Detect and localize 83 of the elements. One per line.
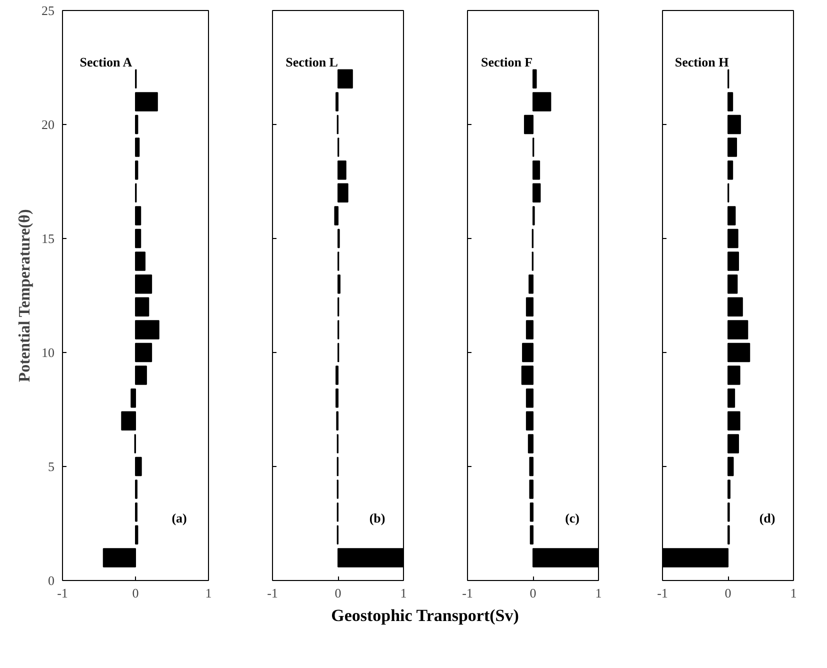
- bar: [728, 160, 734, 180]
- annotation: (a): [172, 510, 187, 526]
- bar: [529, 480, 534, 499]
- bar: [338, 183, 348, 203]
- bar: [338, 160, 346, 180]
- annotation: Section A: [80, 54, 133, 70]
- bar: [728, 114, 741, 134]
- bar: [135, 228, 142, 248]
- annotation: Section F: [480, 54, 533, 70]
- bar: [135, 114, 138, 134]
- bar: [135, 525, 138, 545]
- bar: [334, 206, 338, 226]
- x-tick-label: 1: [595, 586, 602, 600]
- x-tick-label: 0: [724, 586, 732, 600]
- x-tick-label: 0: [132, 586, 139, 600]
- x-tick-label: 1: [790, 586, 797, 600]
- bar: [728, 274, 738, 294]
- bar: [728, 228, 738, 248]
- bar: [528, 274, 534, 294]
- bar: [728, 297, 743, 317]
- bar: [521, 366, 534, 385]
- bar: [728, 206, 736, 226]
- y-tick-label: 25: [42, 3, 54, 18]
- annotation: (d): [759, 510, 776, 526]
- bar: [135, 342, 152, 362]
- y-axis-title: Potential Temperature(θ): [16, 209, 34, 382]
- y-tick-label: 5: [48, 459, 54, 474]
- bar: [524, 114, 534, 134]
- bar: [526, 388, 534, 408]
- bar: [135, 160, 138, 180]
- x-tick-label: -1: [462, 586, 473, 600]
- bar: [135, 252, 146, 271]
- bar: [526, 411, 534, 431]
- bar: [728, 320, 748, 340]
- bar: [121, 411, 136, 431]
- x-tick-label: -1: [57, 586, 68, 600]
- bar: [522, 342, 534, 362]
- bar: [728, 366, 740, 385]
- bar: [662, 548, 728, 568]
- bar: [135, 320, 160, 340]
- y-tick-label: 10: [42, 345, 54, 360]
- bar: [728, 342, 750, 362]
- y-tick-label: 20: [42, 117, 54, 132]
- x-tick-label: 1: [205, 586, 212, 600]
- bar: [135, 138, 140, 157]
- bar: [528, 434, 534, 454]
- bar: [728, 252, 739, 271]
- bar: [135, 206, 142, 226]
- bar: [532, 160, 540, 180]
- y-tick-label: 15: [42, 231, 54, 246]
- x-tick-label: 0: [334, 586, 342, 600]
- annotation: Section H: [674, 54, 729, 70]
- bar: [529, 456, 534, 476]
- x-tick-label: -1: [267, 586, 278, 600]
- bar: [728, 411, 740, 431]
- bar: [728, 388, 736, 408]
- annotation: (b): [369, 510, 386, 526]
- bar: [338, 69, 353, 89]
- annotation: Section L: [286, 54, 338, 70]
- x-tick-label: 1: [400, 586, 407, 600]
- x-tick-label: -1: [657, 586, 668, 600]
- x-tick-label: 0: [530, 586, 536, 600]
- bar: [526, 297, 534, 317]
- bar: [135, 366, 147, 385]
- bar: [532, 92, 552, 112]
- bar: [728, 434, 739, 454]
- bar: [135, 456, 142, 476]
- x-axis-title: Geostophic Transport(Sv): [331, 605, 519, 627]
- bar: [728, 138, 738, 157]
- bar: [728, 92, 734, 112]
- bar: [130, 388, 136, 408]
- bar: [526, 320, 534, 340]
- bar: [135, 274, 152, 294]
- y-tick-label: 0: [48, 573, 54, 588]
- bar: [135, 92, 158, 112]
- bar: [530, 525, 534, 545]
- bar: [530, 502, 534, 522]
- bar: [532, 183, 541, 203]
- bar: [102, 548, 136, 568]
- bar: [728, 456, 734, 476]
- annotation: (c): [565, 510, 580, 526]
- bar: [135, 297, 150, 317]
- bar: [532, 69, 537, 89]
